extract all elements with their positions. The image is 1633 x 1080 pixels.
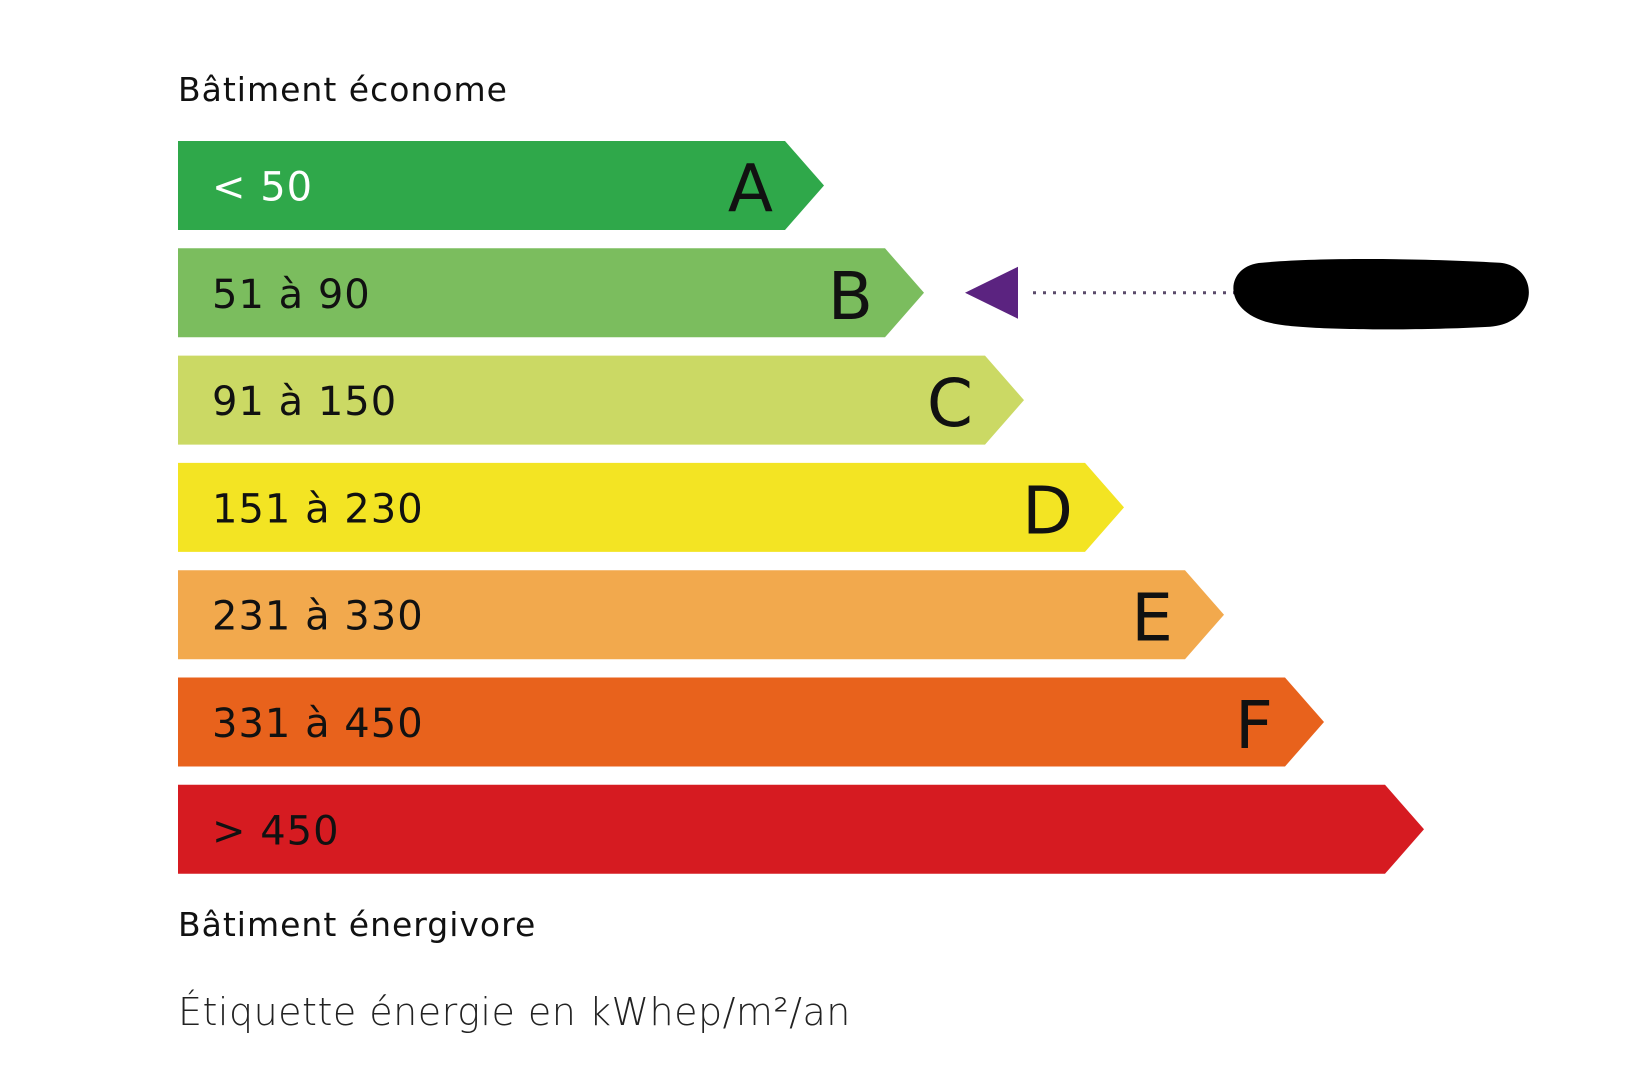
- class-letter-A: A: [728, 151, 773, 228]
- range-label-A: < 50: [212, 165, 313, 211]
- class-letter-D: D: [1022, 472, 1073, 549]
- class-letter-F: F: [1235, 687, 1273, 764]
- caption: Étiquette énergie en kWhep/m²/an: [178, 990, 851, 1034]
- bar-A: [178, 141, 824, 230]
- class-letter-B: B: [828, 258, 873, 335]
- bottom-label: Bâtiment énergivore: [178, 905, 537, 944]
- range-label-E: 231 à 330: [212, 594, 424, 640]
- range-label-D: 151 à 230: [212, 486, 424, 532]
- range-label-F: 331 à 450: [212, 701, 424, 747]
- indicator-arrow-icon: [965, 266, 1018, 319]
- range-label-G: > 450: [212, 808, 340, 854]
- top-label: Bâtiment économe: [178, 70, 508, 109]
- range-label-C: 91 à 150: [212, 379, 397, 425]
- class-letter-C: C: [927, 365, 973, 442]
- bar-E: [178, 570, 1224, 660]
- bar-G: [178, 784, 1424, 874]
- bar-F: [178, 677, 1324, 767]
- range-label-B: 51 à 90: [212, 272, 371, 318]
- class-letter-E: E: [1131, 580, 1173, 657]
- redacted-value-mark: [1233, 259, 1529, 330]
- bar-B: [178, 248, 924, 338]
- bar-C: [178, 355, 1024, 445]
- bar-D: [178, 462, 1124, 552]
